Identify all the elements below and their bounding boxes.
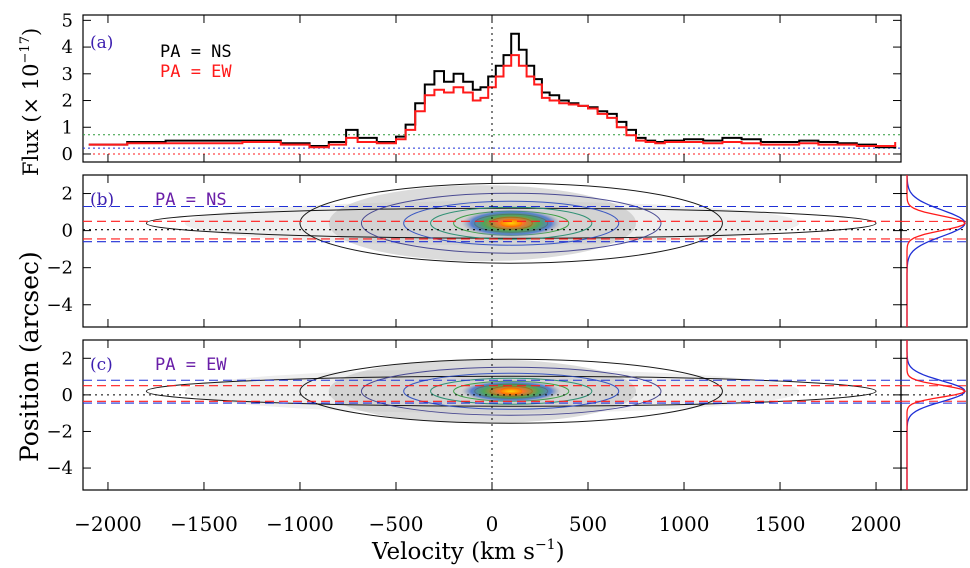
panel-c-contour-1 bbox=[145, 375, 877, 407]
panel-c-title: PA = EW bbox=[155, 355, 227, 375]
panel-b-ytick-label-1: 2 bbox=[62, 184, 73, 205]
panel-b-contour-4 bbox=[403, 200, 620, 246]
xtick-label-4: −500 bbox=[369, 512, 424, 536]
xtick-label-9: 2000 bbox=[851, 512, 902, 536]
panel-c-contour-4 bbox=[403, 372, 620, 410]
ylabel-position: Position (arcsec) bbox=[15, 251, 44, 462]
legend-ns: PA = NS bbox=[160, 42, 232, 62]
panel-b-profile-red bbox=[906, 175, 966, 327]
xtick-label-8: 1500 bbox=[755, 512, 806, 536]
panel-c-contour-3 bbox=[360, 366, 662, 416]
panel-c-ytick-label-3: −2 bbox=[46, 421, 73, 442]
panel-a-ytick-label-3: 2 bbox=[62, 91, 73, 112]
panel-c-side-frame bbox=[900, 339, 968, 491]
panel-b-contour-2 bbox=[299, 182, 723, 264]
panel-a-ytick-label-6: 5 bbox=[62, 10, 73, 31]
panel-a-ytick-label-5: 4 bbox=[62, 37, 73, 58]
panel-b-ytick-label-2: 0 bbox=[62, 221, 73, 242]
panel-c-ytick-label-4: −4 bbox=[46, 458, 73, 479]
panel-a-label: (a) bbox=[90, 33, 113, 53]
panel-c-label: (c) bbox=[90, 355, 113, 375]
panel-a-ytick-label-2: 1 bbox=[62, 117, 73, 138]
panel-c-core bbox=[461, 380, 562, 403]
panel-c-profile-red bbox=[906, 340, 967, 490]
panel-b-ytick-label-4: −4 bbox=[46, 295, 73, 316]
ylabel-flux: Flux (× 10−17) bbox=[18, 28, 43, 176]
panel-b-core bbox=[461, 209, 562, 238]
panel-c-contour-2 bbox=[299, 358, 723, 424]
xtick-label-3: −1000 bbox=[266, 512, 334, 536]
panel-a-ytick-label-4: 3 bbox=[62, 64, 73, 85]
panel-c-ytick-label-1: 2 bbox=[62, 348, 73, 369]
panel-c-contour-5 bbox=[430, 377, 593, 405]
panel-c-ytick-label-2: 0 bbox=[62, 385, 73, 406]
xtick-label-2: −1500 bbox=[170, 512, 238, 536]
panel-b-contour-1 bbox=[145, 207, 877, 239]
series-line-ew bbox=[88, 54, 897, 149]
series-line-ns bbox=[88, 32, 897, 149]
panel-b-label: (b) bbox=[90, 190, 114, 210]
legend-ew: PA = EW bbox=[160, 62, 232, 82]
xtick-label-7: 1000 bbox=[659, 512, 710, 536]
panel-c-profile-blue bbox=[906, 340, 966, 490]
panel-b-ytick-label-3: −2 bbox=[46, 258, 73, 279]
panel-a-ytick-label-1: 0 bbox=[62, 144, 73, 165]
panel-b-profile-blue bbox=[906, 175, 966, 327]
panel-b-side-frame bbox=[900, 174, 968, 328]
panel-b-contour-3 bbox=[360, 192, 662, 254]
xtick-label-6: 500 bbox=[569, 512, 607, 536]
panel-b-title: PA = NS bbox=[155, 190, 227, 210]
xtick-label-1: −2000 bbox=[74, 512, 142, 536]
xtick-label-5: 0 bbox=[486, 512, 499, 536]
xlabel-velocity: Velocity (km s−1) bbox=[371, 537, 565, 565]
